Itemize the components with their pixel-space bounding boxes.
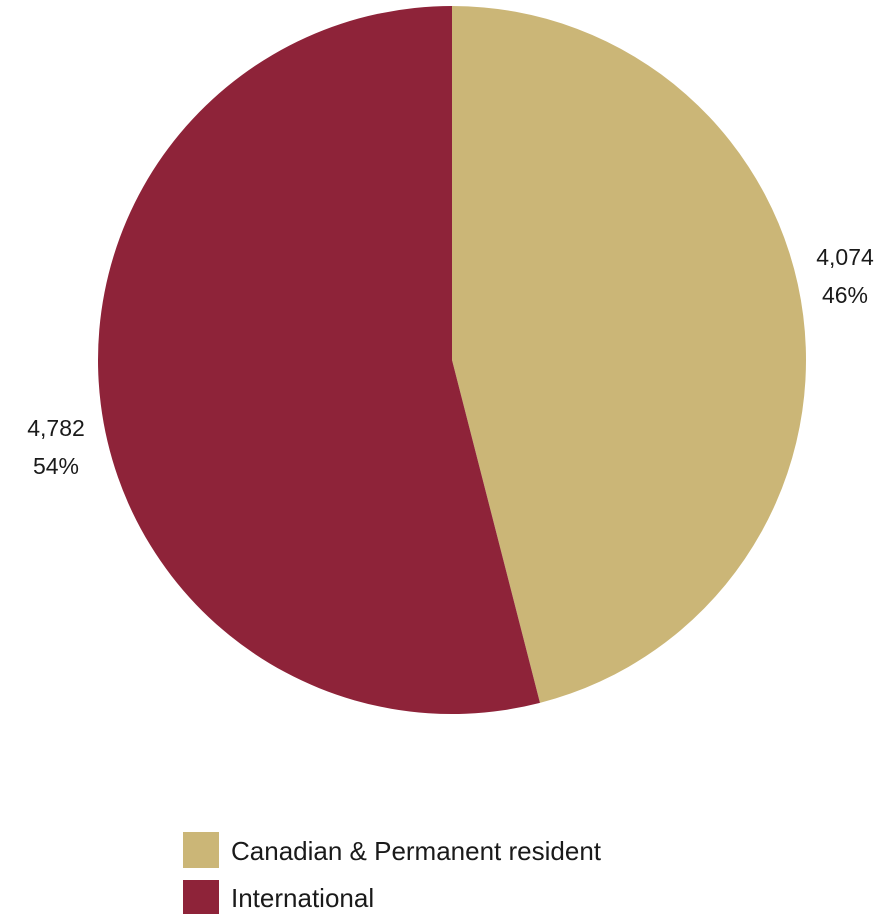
slice-value-canadian: 4,074 — [816, 244, 874, 270]
legend-label-international: International — [231, 883, 374, 913]
pie-slices — [98, 6, 807, 714]
legend-item-international: International — [183, 880, 374, 914]
slice-percent-international: 54% — [33, 453, 79, 479]
legend: Canadian & Permanent resident Internatio… — [183, 832, 602, 914]
pie-slice-canadian — [452, 6, 807, 703]
pie-slice-international — [98, 6, 540, 714]
legend-swatch-international — [183, 880, 219, 914]
slice-percent-canadian: 46% — [822, 282, 868, 308]
legend-label-canadian: Canadian & Permanent resident — [231, 836, 602, 866]
legend-item-canadian: Canadian & Permanent resident — [183, 832, 602, 868]
legend-swatch-canadian — [183, 832, 219, 868]
slice-label-international: 4,782 54% — [27, 415, 85, 479]
slice-label-canadian: 4,074 46% — [816, 244, 874, 308]
slice-value-international: 4,782 — [27, 415, 85, 441]
